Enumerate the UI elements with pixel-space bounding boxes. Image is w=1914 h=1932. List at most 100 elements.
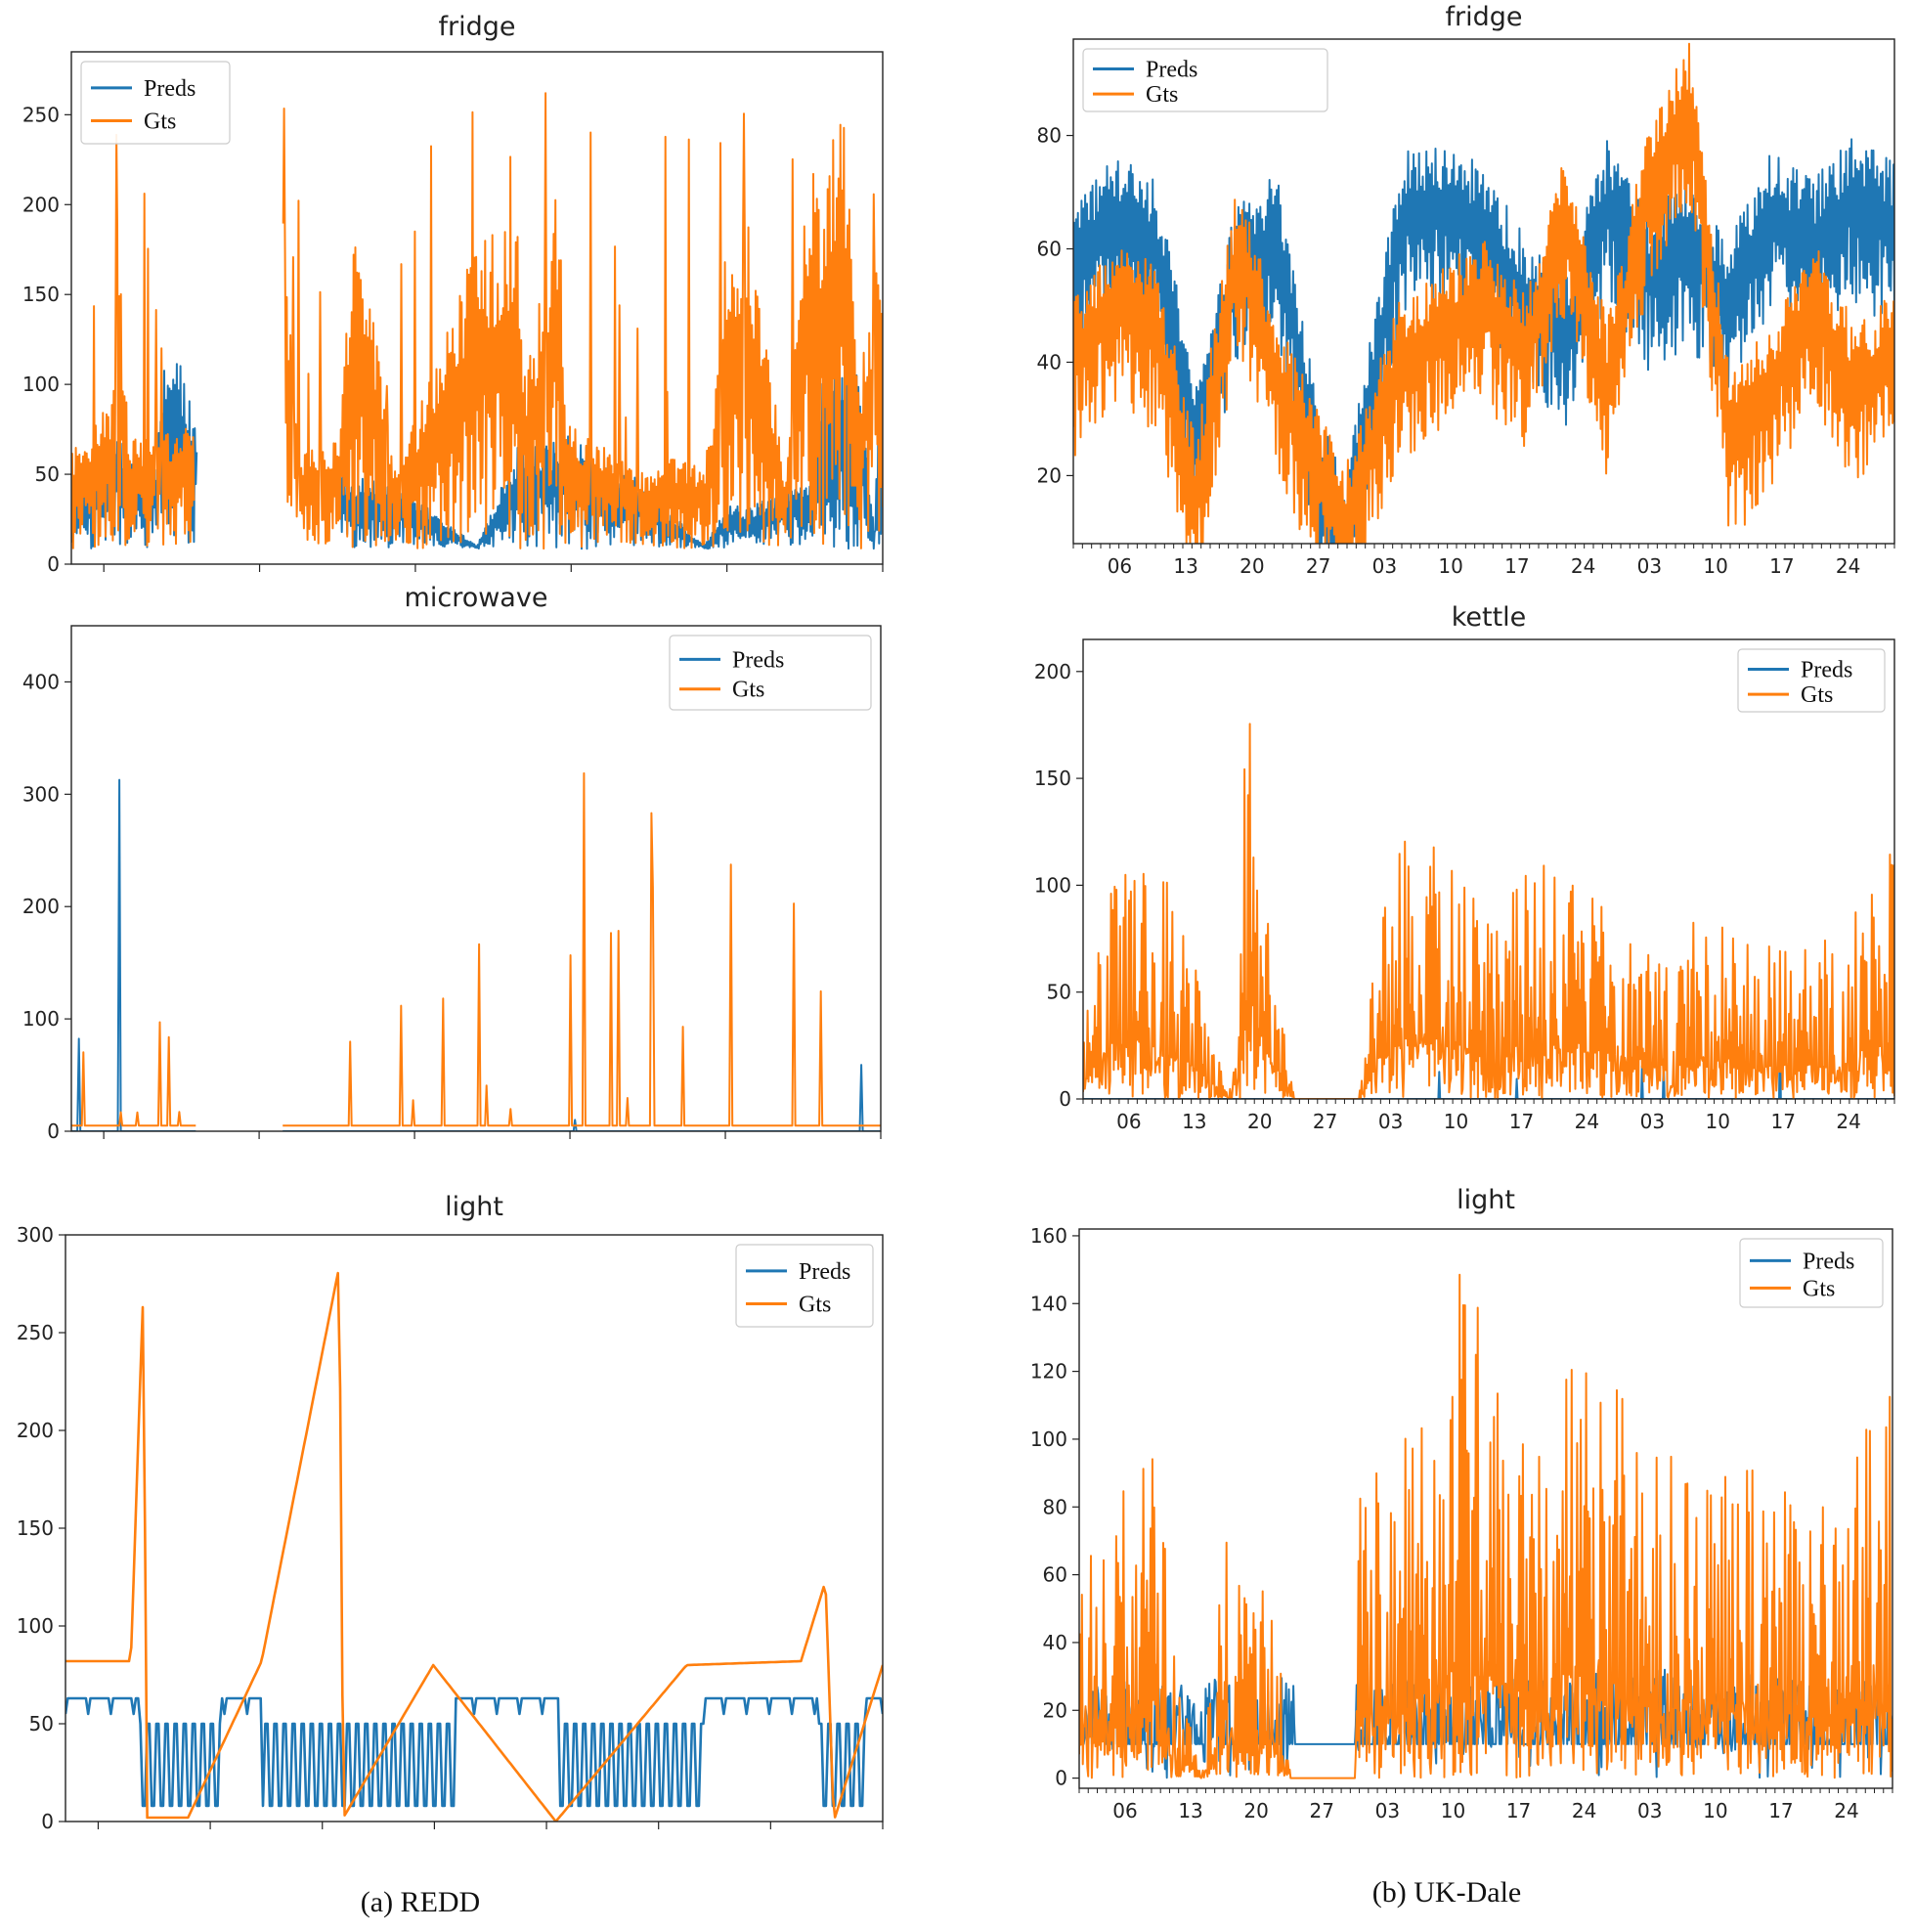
- legend-label-gts: Gts: [144, 109, 176, 134]
- legend-label-preds: Preds: [732, 647, 784, 673]
- y-tick-label: 0: [41, 1810, 54, 1833]
- chart-2: microwave 0 100 200 300 400 Preds Gts: [22, 583, 882, 1143]
- x-tick-label: 20: [1243, 1799, 1268, 1822]
- chart-title: light: [445, 1192, 503, 1222]
- plot-frame: [1078, 1228, 1893, 1789]
- x-tick-label: 27: [1306, 554, 1330, 578]
- y-tick-label: 60: [1037, 238, 1062, 261]
- legend-label-gts: Gts: [1146, 82, 1178, 108]
- y-tick-label: 250: [17, 1321, 54, 1344]
- x-tick-label: 17: [1768, 1799, 1793, 1822]
- x-tick-label: 27: [1313, 1110, 1337, 1133]
- x-tick-label: 13: [1182, 1110, 1206, 1133]
- y-tick-label: 300: [17, 1223, 54, 1247]
- chart-3: light 0 50 100 150 200 250 300 Preds Gts: [17, 1192, 884, 1833]
- caption-ukdale: (b) UK-Dale: [1372, 1876, 1521, 1909]
- y-tick-label: 150: [22, 283, 60, 306]
- plot-frame: [1072, 38, 1895, 545]
- y-tick-label: 100: [17, 1614, 54, 1638]
- y-tick-label: 20: [1037, 463, 1062, 487]
- x-tick-label: 17: [1504, 554, 1529, 578]
- x-tick-label: 10: [1703, 1799, 1727, 1822]
- plot-frame: [70, 625, 882, 1132]
- chart-4: fridge 20 40 60 80 06 13 20 27 03 10 17 24 03 10 17 24 Pr…: [1037, 2, 1895, 578]
- legend-box: [1082, 48, 1328, 112]
- x-tick-label: 24: [1836, 554, 1860, 578]
- x-tick-label: 24: [1571, 554, 1595, 578]
- series-line-gts: [71, 92, 883, 550]
- legend-label-gts: Gts: [799, 1292, 831, 1317]
- series-line-gts: [1073, 42, 1894, 544]
- legend-label-gts: Gts: [1801, 682, 1833, 708]
- y-tick-label: 160: [1030, 1224, 1067, 1248]
- chart-6: light 0 20 40 60 80 100 120 140 160 06 13 20 27 03 10 17…: [1030, 1185, 1893, 1822]
- x-tick-label: 17: [1506, 1799, 1531, 1822]
- x-tick-label: 24: [1834, 1799, 1858, 1822]
- plot-frame: [1082, 638, 1895, 1100]
- x-tick-label: 03: [1637, 1799, 1662, 1822]
- x-tick-label: 27: [1310, 1799, 1334, 1822]
- series-line-preds: [71, 778, 881, 1131]
- chart-title: microwave: [405, 583, 548, 613]
- x-tick-label: 24: [1572, 1799, 1596, 1822]
- x-tick-label: 03: [1640, 1110, 1665, 1133]
- legend-label-preds: Preds: [799, 1259, 850, 1285]
- legend-label-preds: Preds: [1803, 1249, 1854, 1274]
- series-line-gts: [1079, 1273, 1892, 1779]
- x-tick-label: 20: [1240, 554, 1264, 578]
- x-tick-label: 06: [1112, 1799, 1137, 1822]
- x-tick-label: 24: [1836, 1110, 1860, 1133]
- chart-title: light: [1457, 1185, 1515, 1215]
- y-tick-label: 140: [1030, 1292, 1067, 1315]
- y-tick-label: 80: [1037, 124, 1062, 148]
- x-tick-label: 10: [1703, 554, 1727, 578]
- y-tick-label: 0: [47, 552, 60, 576]
- x-tick-label: 06: [1116, 1110, 1141, 1133]
- legend-label-preds: Preds: [1146, 57, 1197, 82]
- x-tick-label: 17: [1770, 1110, 1795, 1133]
- y-tick-label: 40: [1037, 350, 1062, 373]
- x-tick-label: 10: [1441, 1799, 1465, 1822]
- legend-box: [80, 61, 231, 145]
- x-tick-label: 24: [1575, 1110, 1599, 1133]
- y-tick-label: 100: [22, 1007, 60, 1031]
- y-tick-label: 20: [1043, 1698, 1067, 1722]
- x-tick-label: 13: [1173, 554, 1197, 578]
- series-line-preds: [65, 1696, 883, 1808]
- y-tick-label: 0: [1059, 1087, 1071, 1111]
- y-tick-label: 50: [35, 462, 60, 486]
- caption-redd: (a) REDD: [361, 1886, 480, 1918]
- y-tick-label: 200: [1034, 660, 1071, 683]
- x-tick-label: 06: [1108, 554, 1132, 578]
- legend-label-gts: Gts: [1803, 1276, 1835, 1301]
- y-tick-label: 400: [22, 670, 60, 693]
- legend: Preds Gts: [80, 61, 231, 145]
- y-tick-label: 200: [22, 193, 60, 216]
- y-tick-label: 50: [29, 1712, 54, 1735]
- x-tick-label: 17: [1769, 554, 1794, 578]
- y-tick-label: 150: [1034, 767, 1071, 790]
- x-tick-label: 10: [1706, 1110, 1730, 1133]
- y-tick-label: 0: [47, 1120, 60, 1143]
- y-tick-label: 60: [1043, 1563, 1067, 1587]
- x-tick-label: 03: [1378, 1110, 1403, 1133]
- y-tick-label: 150: [17, 1516, 54, 1540]
- legend-label-preds: Preds: [1801, 657, 1852, 682]
- chart-title: fridge: [1446, 2, 1523, 32]
- y-tick-label: 50: [1047, 981, 1071, 1004]
- series-line-gts: [71, 771, 881, 1127]
- legend: Preds Gts: [735, 1244, 874, 1328]
- y-tick-label: 200: [22, 895, 60, 918]
- x-tick-label: 03: [1637, 554, 1662, 578]
- x-tick-label: 10: [1438, 554, 1462, 578]
- series-line-gts: [65, 1271, 883, 1822]
- chart-title: kettle: [1452, 602, 1527, 633]
- legend-box: [1739, 1238, 1884, 1308]
- legend-label-preds: Preds: [144, 76, 196, 102]
- x-tick-label: 17: [1509, 1110, 1534, 1133]
- y-tick-label: 200: [17, 1419, 54, 1442]
- y-tick-label: 300: [22, 782, 60, 806]
- y-tick-label: 100: [22, 373, 60, 396]
